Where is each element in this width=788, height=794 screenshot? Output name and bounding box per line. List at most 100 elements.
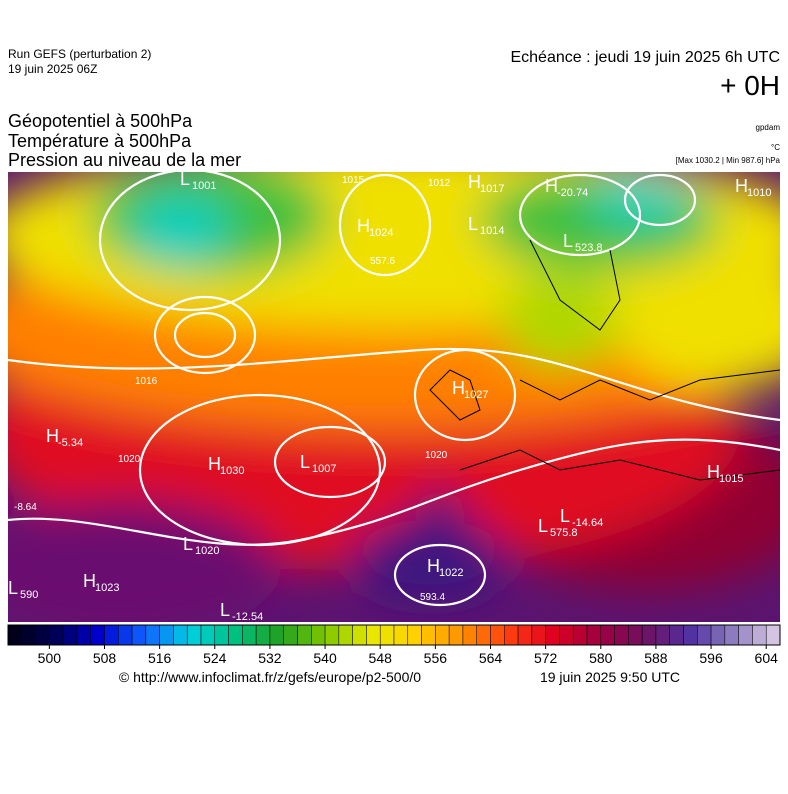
colorbar-swatch [49,624,64,646]
colorbar-swatch [104,624,119,646]
center-symbol: H [452,378,465,398]
colorbar-swatch [173,624,188,646]
colorbar-swatch [131,624,147,646]
colorbar-swatch [118,624,133,646]
colorbar-swatch [421,624,436,646]
colorbar-label: 604 [755,650,779,666]
source: © http://www.infoclimat.fr/z/gefs/europe… [119,669,421,685]
colorbar-swatch [283,624,298,646]
unit: [Max 1030.2 | Min 987.6] hPa [676,156,781,165]
colorbar-swatch [600,624,615,646]
colorbar-swatch [738,624,753,646]
echeance: Echéance : jeudi 19 juin 2025 6h UTC [510,49,780,66]
colorbar-swatch [545,624,560,646]
colorbar-swatch [586,624,602,646]
colorbar-swatch [448,624,464,646]
center-symbol: L [183,534,193,554]
center-value: -5.34 [58,437,83,449]
colorbar-label: 500 [38,650,62,666]
colorbar-swatch [517,624,533,646]
colorbar-swatch [338,624,353,646]
colorbar-swatch [242,624,257,646]
center-value: 1023 [95,582,119,594]
contour-label: 1020 [425,450,448,461]
center-symbol: L [8,578,18,598]
center-symbol: L [563,231,573,251]
issue-time: 19 juin 2025 9:50 UTC [540,669,680,685]
field: Température à 500hPa [8,131,192,151]
contour-label: 1020 [118,454,141,465]
colorbar-swatch [435,624,450,646]
center-value: 1027 [464,389,488,401]
center-value: -14.64 [572,517,603,529]
unit: gpdam [756,123,781,132]
run-date: 19 juin 2025 06Z [8,62,97,76]
center-value: 1020 [195,545,219,557]
colorbar-swatch [255,624,271,646]
colorbar-swatch [62,624,78,646]
colorbar-swatch [462,624,477,646]
colorbar-label: 532 [258,650,282,666]
colorbar-label: 556 [424,650,448,666]
center-symbol: H [468,172,481,192]
contour-label: 1016 [135,376,158,387]
colorbar-frame [7,624,781,646]
center-value: 1022 [439,567,463,579]
center-symbol: L [300,452,310,472]
center-symbol: L [180,169,190,189]
center-value: 575.8 [550,527,578,539]
colorbar-label: 540 [313,650,337,666]
colorbar-label: 588 [644,650,668,666]
colorbar-swatch [531,624,546,646]
colorbar-swatch [200,624,216,646]
colorbar-swatch [765,624,781,646]
center-value: 1001 [192,180,216,192]
center-value: 1010 [747,187,771,199]
colorbar-swatch [683,624,698,646]
colorbar-swatch [7,624,23,646]
contour-label: 593.4 [420,592,445,603]
center-symbol: L [560,506,570,526]
unit: °C [771,143,780,152]
center-value: 590 [20,589,38,601]
colorbar-swatch [393,624,409,646]
colorbar-swatch [407,624,422,646]
colorbar-swatch [614,624,629,646]
center-symbol: L [538,516,548,536]
center-symbol: H [427,556,440,576]
center-symbol: H [208,454,221,474]
center-value: 1014 [480,225,504,237]
center-value: -20.74 [557,187,588,199]
colorbar-swatch [490,624,505,646]
colorbar-swatch [21,624,36,646]
colorbar-label: 572 [534,650,558,666]
colorbar-swatch [379,624,395,646]
colorbar-label: 548 [369,650,393,666]
lead-time: + 0H [720,70,780,101]
colorbar-label: 580 [589,650,613,666]
colorbar-label: 524 [203,650,227,666]
colorbar-swatch [752,624,767,646]
colorbar-label: 516 [148,650,172,666]
colorbar-swatch [559,624,574,646]
colorbar-swatch [697,624,712,646]
center-symbol: L [220,600,230,620]
center-value: 1017 [480,183,504,195]
colorbar-swatch [655,624,670,646]
colorbar-swatch [352,624,367,646]
colorbar-swatch [366,624,381,646]
colorbar-label: 564 [479,650,503,666]
contour-label: -8.64 [14,502,37,513]
colorbar-swatch [35,624,50,646]
colorbar-swatch [186,624,202,646]
colorbar-swatch [324,624,340,646]
center-value: 1030 [220,465,244,477]
center-value: 1007 [312,463,336,475]
colorbar-swatch [504,624,519,646]
colorbar-label: 508 [93,650,117,666]
colorbar-swatch [214,624,229,646]
center-value: 523.8 [575,242,603,254]
center-symbol: H [46,426,59,446]
